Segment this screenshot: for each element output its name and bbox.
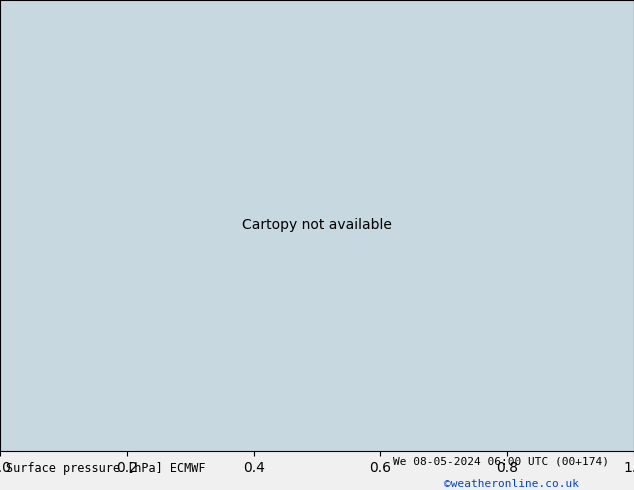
Text: Cartopy not available: Cartopy not available [242,219,392,232]
Text: We 08-05-2024 06:00 UTC (00+174): We 08-05-2024 06:00 UTC (00+174) [393,457,609,467]
Text: Surface pressure [hPa] ECMWF: Surface pressure [hPa] ECMWF [6,462,206,475]
Text: ©weatheronline.co.uk: ©weatheronline.co.uk [444,479,579,489]
